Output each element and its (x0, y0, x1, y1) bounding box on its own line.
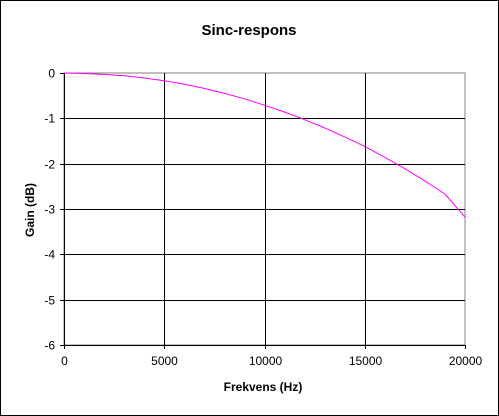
x-tick-label: 15000 (349, 354, 383, 368)
y-tick-label: -3 (44, 203, 55, 217)
y-axis: 0 -1 -2 -3 -4 -5 -6 (44, 67, 64, 353)
y-tick-label: -5 (44, 294, 55, 308)
x-axis-title: Frekvens (Hz) (224, 380, 303, 394)
plot-area (63, 72, 466, 346)
x-tick-label: 20000 (449, 354, 483, 368)
chart-title: Sinc-respons (201, 22, 296, 39)
y-tick-label: -2 (44, 158, 55, 172)
y-tick-label: -1 (44, 112, 55, 126)
y-axis-title: Gain (dB) (23, 183, 37, 237)
series-line (63, 72, 466, 218)
x-tick-label: 5000 (151, 354, 178, 368)
y-tick-label: 0 (48, 67, 55, 81)
y-tick-label: -6 (44, 339, 55, 353)
x-tick-label: 10000 (249, 354, 283, 368)
x-tick-label: 0 (61, 354, 68, 368)
x-axis: 0 5000 10000 15000 20000 (61, 345, 483, 368)
y-tick-label: -4 (44, 248, 55, 262)
